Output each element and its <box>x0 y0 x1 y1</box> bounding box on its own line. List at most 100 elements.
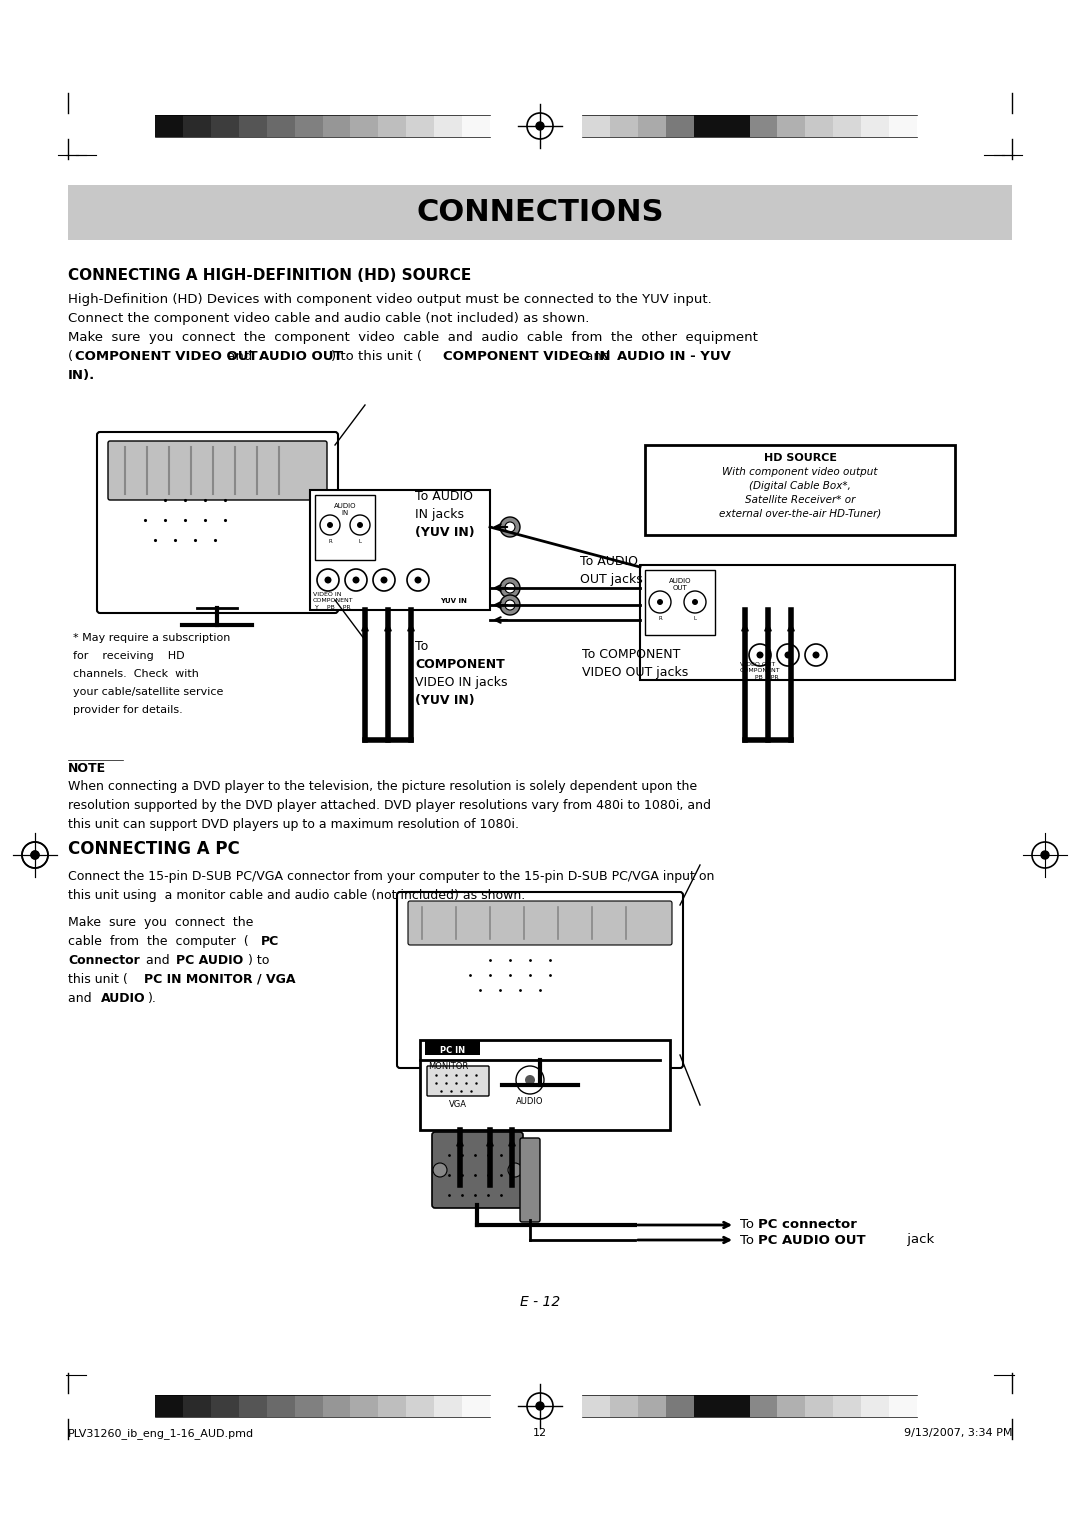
Bar <box>420 1041 670 1131</box>
Bar <box>239 115 267 138</box>
Circle shape <box>692 599 698 605</box>
Bar <box>378 115 406 138</box>
Text: E - 12: E - 12 <box>519 1296 561 1309</box>
Circle shape <box>320 515 340 535</box>
Bar <box>295 1395 323 1416</box>
Text: VIDEO OUT: VIDEO OUT <box>740 662 775 668</box>
Bar <box>861 115 889 138</box>
Bar <box>638 1395 665 1416</box>
Bar <box>645 570 715 636</box>
Bar <box>806 115 834 138</box>
Text: COMPONENT: COMPONENT <box>415 659 504 671</box>
Text: To AUDIO: To AUDIO <box>580 555 638 568</box>
Text: To: To <box>740 1233 758 1247</box>
Bar <box>183 115 211 138</box>
Circle shape <box>1041 851 1049 859</box>
Text: AUDIO: AUDIO <box>102 992 146 1005</box>
Text: * May require a subscription: * May require a subscription <box>73 633 230 643</box>
Circle shape <box>318 568 339 591</box>
Circle shape <box>352 576 360 584</box>
Bar <box>778 1395 806 1416</box>
Text: PC IN MONITOR / VGA: PC IN MONITOR / VGA <box>144 973 296 986</box>
Text: and: and <box>68 992 96 1005</box>
Bar <box>68 185 1012 240</box>
FancyBboxPatch shape <box>427 1067 489 1096</box>
Text: VGA: VGA <box>449 1100 467 1109</box>
Bar <box>310 490 490 610</box>
Text: PC: PC <box>261 935 280 947</box>
Circle shape <box>684 591 706 613</box>
Text: OUT jacks: OUT jacks <box>580 573 643 587</box>
Text: R: R <box>658 616 662 620</box>
Bar <box>350 115 378 138</box>
Text: To: To <box>740 1218 758 1232</box>
Text: IN).: IN). <box>68 368 95 382</box>
Text: PC IN: PC IN <box>441 1047 465 1054</box>
Bar <box>239 1395 267 1416</box>
Text: this unit can support DVD players up to a maximum resolution of 1080i.: this unit can support DVD players up to … <box>68 817 519 831</box>
Bar <box>750 115 778 138</box>
Bar <box>610 115 638 138</box>
Text: and: and <box>141 953 174 967</box>
Text: L: L <box>359 539 362 544</box>
Circle shape <box>350 515 370 535</box>
Bar <box>406 1395 434 1416</box>
Text: and: and <box>222 350 257 364</box>
Bar <box>426 1041 480 1054</box>
Text: Connect the component video cable and audio cable (not included) as shown.: Connect the component video cable and au… <box>68 312 590 325</box>
Bar <box>462 1395 490 1416</box>
Bar <box>806 1395 834 1416</box>
Text: this unit using  a monitor cable and audio cable (not included) as shown.: this unit using a monitor cable and audi… <box>68 889 525 902</box>
Circle shape <box>756 651 764 659</box>
Text: High-Definition (HD) Devices with component video output must be connected to th: High-Definition (HD) Devices with compon… <box>68 293 712 306</box>
Text: resolution supported by the DVD player attached. DVD player resolutions vary fro: resolution supported by the DVD player a… <box>68 799 711 811</box>
Circle shape <box>415 576 421 584</box>
FancyBboxPatch shape <box>397 892 683 1068</box>
FancyBboxPatch shape <box>108 442 327 500</box>
Circle shape <box>407 568 429 591</box>
Bar <box>721 1395 750 1416</box>
Bar <box>665 1395 693 1416</box>
Text: YUV IN: YUV IN <box>440 597 467 604</box>
Bar <box>640 565 955 680</box>
Bar <box>582 1395 610 1416</box>
Text: To: To <box>415 640 429 652</box>
Text: (: ( <box>68 350 73 364</box>
Text: Make  sure  you  connect  the  component  video  cable  and  audio  cable  from : Make sure you connect the component vide… <box>68 332 758 344</box>
Text: (YUV IN): (YUV IN) <box>415 526 474 539</box>
Text: (Digital Cable Box*,: (Digital Cable Box*, <box>750 481 851 490</box>
Text: this unit (: this unit ( <box>68 973 127 986</box>
Text: for    receiving    HD: for receiving HD <box>73 651 185 662</box>
Circle shape <box>327 523 333 529</box>
Text: 9/13/2007, 3:34 PM: 9/13/2007, 3:34 PM <box>904 1429 1012 1438</box>
Circle shape <box>500 516 519 536</box>
Text: HD SOURCE: HD SOURCE <box>764 452 837 463</box>
Bar <box>315 495 375 559</box>
Circle shape <box>536 122 544 130</box>
Bar <box>861 1395 889 1416</box>
Text: To COMPONENT: To COMPONENT <box>582 648 680 662</box>
Text: and: and <box>581 350 615 364</box>
Text: Connect the 15-pin D-SUB PC/VGA connector from your computer to the 15-pin D-SUB: Connect the 15-pin D-SUB PC/VGA connecto… <box>68 869 714 883</box>
Circle shape <box>505 523 515 532</box>
Circle shape <box>525 1076 535 1085</box>
Bar <box>295 115 323 138</box>
Text: ) to: ) to <box>248 953 269 967</box>
Circle shape <box>784 651 792 659</box>
Circle shape <box>373 568 395 591</box>
Text: When connecting a DVD player to the television, the picture resolution is solely: When connecting a DVD player to the tele… <box>68 779 697 793</box>
Text: NOTE: NOTE <box>68 762 106 775</box>
Text: L: L <box>693 616 697 620</box>
Text: AUDIO OUT: AUDIO OUT <box>259 350 342 364</box>
Text: PC connector: PC connector <box>758 1218 856 1232</box>
Bar <box>693 1395 721 1416</box>
Text: cable  from  the  computer  (: cable from the computer ( <box>68 935 248 947</box>
FancyBboxPatch shape <box>408 902 672 944</box>
Text: COMPONENT: COMPONENT <box>740 668 781 672</box>
Bar <box>750 1395 778 1416</box>
Text: AUDIO
OUT: AUDIO OUT <box>669 578 691 591</box>
Text: AUDIO
IN: AUDIO IN <box>334 503 356 516</box>
Bar <box>462 115 490 138</box>
Circle shape <box>536 1403 544 1410</box>
Circle shape <box>380 576 388 584</box>
